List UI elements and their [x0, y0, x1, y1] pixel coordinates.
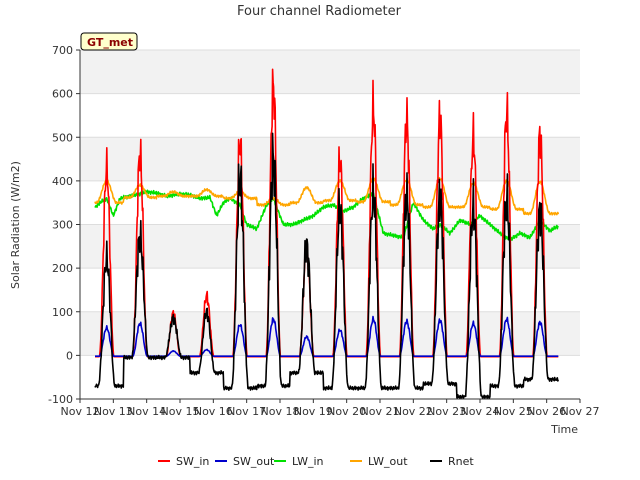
plot-band: [80, 311, 580, 356]
x-tick-label: Nov 15: [161, 405, 200, 418]
series-layer: [94, 68, 560, 400]
x-tick-label: Nov 24: [461, 405, 500, 418]
x-tick-label: Nov 16: [194, 405, 233, 418]
legend-label: SW_in: [176, 455, 209, 468]
x-tick-label: Nov 20: [327, 405, 366, 418]
x-tick-label: Nov 27: [561, 405, 600, 418]
y-tick-label: 100: [52, 306, 73, 319]
legend-item-lw-in: LW_in: [274, 455, 324, 468]
station-badge: GT_met: [80, 32, 138, 51]
x-tick-label: Nov 14: [127, 405, 166, 418]
legend-item-sw-out: SW_out: [215, 455, 275, 468]
x-tick-label: Nov 19: [294, 405, 333, 418]
x-tick-label: Nov 23: [427, 405, 466, 418]
y-tick-label: -100: [48, 393, 73, 406]
station-label: GT_met: [87, 36, 133, 49]
x-tick-label: Nov 21: [361, 405, 400, 418]
legend-item-rnet: Rnet: [430, 455, 474, 468]
legend-label: Rnet: [448, 455, 474, 468]
x-tick-label: Nov 25: [494, 405, 533, 418]
y-tick-label: 700: [52, 44, 73, 57]
x-tick-label: Nov 22: [394, 405, 433, 418]
series-line-sw-out: [94, 315, 559, 357]
y-tick-label: 600: [52, 88, 73, 101]
y-tick-label: 500: [52, 131, 73, 144]
legend: SW_in SW_out LW_in LW_out Rnet: [158, 455, 474, 468]
plot-band: [80, 268, 580, 312]
legend-label: SW_out: [233, 455, 275, 468]
plot-band: [80, 93, 580, 138]
y-tick-label: 300: [52, 219, 73, 232]
plot-band: [80, 180, 580, 225]
y-axis-label: Solar Radiation (W/m2): [9, 161, 22, 289]
plot-band: [80, 50, 580, 94]
plot-band: [80, 137, 580, 181]
x-tick-label: Nov 17: [227, 405, 266, 418]
y-tick-label: 0: [66, 349, 73, 362]
plot-band: [80, 355, 580, 399]
legend-label: LW_in: [292, 455, 324, 468]
series-line-lw-in: [94, 189, 559, 242]
y-tick-label: 400: [52, 175, 73, 188]
y-tick-label: 200: [52, 262, 73, 275]
legend-item-lw-out: LW_out: [350, 455, 408, 468]
x-tick-label: Nov 18: [261, 405, 300, 418]
x-tick-label: Nov 12: [61, 405, 100, 418]
chart-title: Four channel Radiometer: [237, 4, 402, 19]
series-line-rnet: [94, 132, 560, 400]
legend-item-sw-in: SW_in: [158, 455, 209, 468]
legend-label: LW_out: [368, 455, 408, 468]
x-tick-label: Nov 13: [94, 405, 133, 418]
series-line-lw-out: [94, 177, 560, 216]
x-axis-label: Time: [550, 423, 578, 436]
x-tick-label: Nov 26: [527, 405, 566, 418]
